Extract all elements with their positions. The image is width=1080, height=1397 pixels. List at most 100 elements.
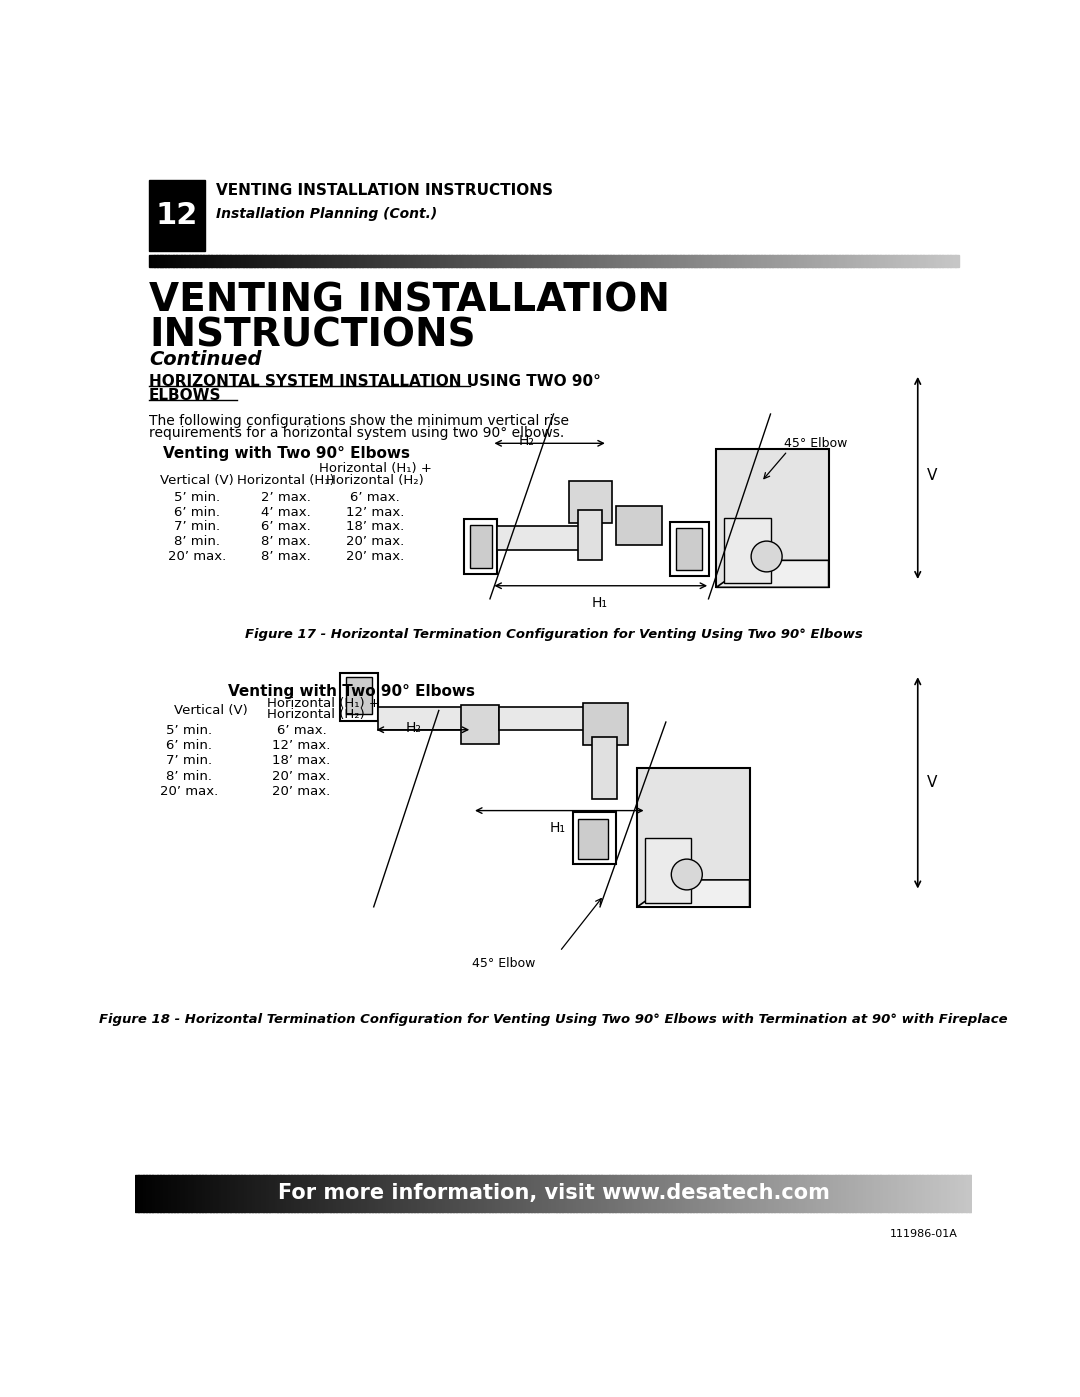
Bar xyxy=(500,1175,504,1211)
Polygon shape xyxy=(637,880,750,907)
Bar xyxy=(144,1175,147,1211)
Bar xyxy=(168,1175,172,1211)
Text: 8’ min.: 8’ min. xyxy=(166,770,213,782)
Bar xyxy=(292,1175,295,1211)
Bar xyxy=(726,254,730,267)
Bar xyxy=(346,678,373,714)
Bar xyxy=(491,254,495,267)
Bar xyxy=(447,1175,451,1211)
Bar xyxy=(914,1175,917,1211)
Text: H₁: H₁ xyxy=(550,820,565,834)
Bar xyxy=(607,254,611,267)
Bar xyxy=(408,1175,411,1211)
Bar xyxy=(188,1175,191,1211)
Text: VENTING INSTALLATION: VENTING INSTALLATION xyxy=(149,282,670,320)
Text: 8’ max.: 8’ max. xyxy=(261,535,311,548)
Bar xyxy=(788,254,792,267)
Bar xyxy=(241,254,244,267)
Bar xyxy=(583,703,627,745)
Bar xyxy=(378,707,463,729)
Bar xyxy=(872,1175,875,1211)
Bar xyxy=(882,1175,887,1211)
Bar xyxy=(667,1175,672,1211)
Bar xyxy=(738,1175,741,1211)
Bar xyxy=(778,254,781,267)
Text: Horizontal (H₂): Horizontal (H₂) xyxy=(326,474,424,488)
Bar xyxy=(626,254,630,267)
Bar xyxy=(432,254,435,267)
Bar xyxy=(808,1175,811,1211)
Bar xyxy=(794,254,797,267)
Bar xyxy=(149,254,152,267)
Bar xyxy=(354,254,357,267)
Bar xyxy=(437,254,441,267)
Bar xyxy=(178,254,183,267)
Bar xyxy=(877,1175,880,1211)
Bar xyxy=(367,254,370,267)
Text: 2’ max.: 2’ max. xyxy=(261,490,311,504)
Bar xyxy=(841,1175,845,1211)
Text: 8’ min.: 8’ min. xyxy=(174,535,220,548)
Bar xyxy=(670,522,708,576)
Bar xyxy=(484,1175,487,1211)
Bar xyxy=(403,1175,406,1211)
Bar xyxy=(532,254,536,267)
Bar xyxy=(294,1175,298,1211)
Bar xyxy=(936,254,940,267)
Bar xyxy=(172,1175,175,1211)
Bar xyxy=(333,1175,337,1211)
Bar xyxy=(796,254,799,267)
Bar xyxy=(392,254,395,267)
Bar xyxy=(327,1175,332,1211)
Bar xyxy=(173,254,177,267)
Bar xyxy=(297,1175,300,1211)
Bar xyxy=(940,254,943,267)
Bar xyxy=(688,1175,691,1211)
Bar xyxy=(478,1175,482,1211)
Bar xyxy=(796,1175,800,1211)
Bar xyxy=(852,1175,855,1211)
Bar xyxy=(761,254,765,267)
Bar xyxy=(414,254,417,267)
Bar xyxy=(272,1175,275,1211)
Bar xyxy=(151,1175,156,1211)
Bar xyxy=(699,1175,702,1211)
Bar xyxy=(306,1175,309,1211)
Bar xyxy=(252,254,255,267)
Text: 45° Elbow: 45° Elbow xyxy=(472,957,536,970)
Bar xyxy=(864,254,867,267)
Bar xyxy=(355,1175,359,1211)
Bar xyxy=(281,254,284,267)
Bar xyxy=(783,254,786,267)
Bar xyxy=(581,1175,585,1211)
Bar xyxy=(443,254,446,267)
Bar xyxy=(886,1175,889,1211)
Bar xyxy=(896,254,900,267)
Bar xyxy=(325,1175,328,1211)
Bar xyxy=(324,254,327,267)
Bar xyxy=(799,254,802,267)
Bar xyxy=(258,1175,261,1211)
Bar xyxy=(475,254,478,267)
Bar xyxy=(827,1175,831,1211)
Bar xyxy=(599,254,603,267)
Bar xyxy=(414,1175,418,1211)
Bar xyxy=(933,1175,936,1211)
Bar xyxy=(751,254,754,267)
Bar xyxy=(575,254,579,267)
Bar xyxy=(257,254,260,267)
Bar xyxy=(551,1175,554,1211)
Bar xyxy=(340,673,378,721)
Bar xyxy=(534,1175,538,1211)
Bar xyxy=(295,254,298,267)
Bar xyxy=(637,254,640,267)
Bar xyxy=(394,1175,399,1211)
Bar xyxy=(585,254,590,267)
Bar xyxy=(289,254,293,267)
Bar xyxy=(205,254,210,267)
Bar xyxy=(572,254,576,267)
Bar xyxy=(225,1175,228,1211)
Bar xyxy=(306,254,309,267)
Bar xyxy=(194,254,199,267)
Bar xyxy=(230,254,233,267)
